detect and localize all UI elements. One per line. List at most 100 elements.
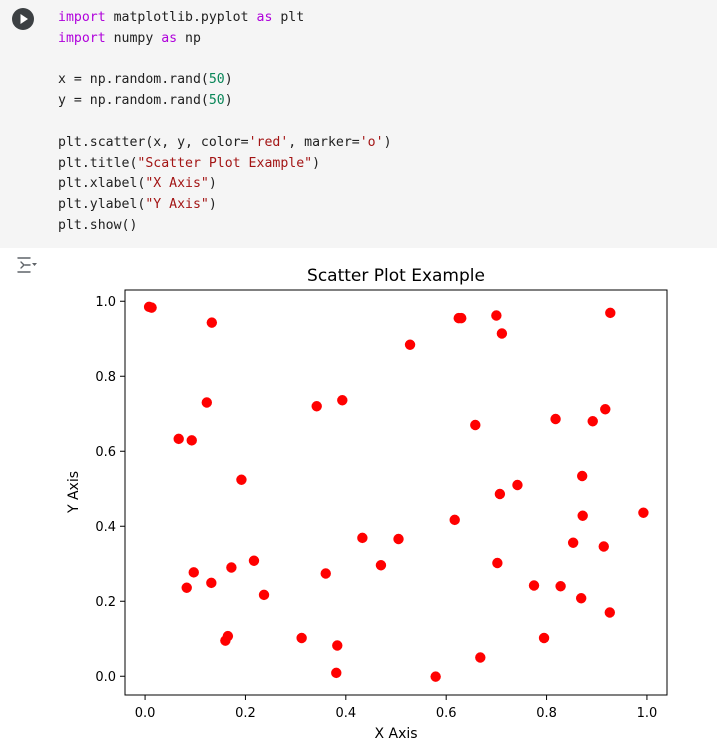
code-token: import xyxy=(58,30,106,46)
code-line: x = np.random.rand(50) xyxy=(58,70,392,91)
code-editor[interactable]: import matplotlib.pyplot as plt import nu… xyxy=(58,8,392,237)
scatter-point xyxy=(337,395,348,406)
scatter-point xyxy=(404,339,416,350)
code-token: plt.show() xyxy=(58,217,138,233)
scatter-point xyxy=(600,404,611,415)
scatter-point xyxy=(598,541,609,552)
code-token: , marker= xyxy=(288,134,360,150)
code-token: import xyxy=(58,10,106,25)
plot-area xyxy=(124,289,668,696)
x-tick-label: 0.8 xyxy=(536,706,557,721)
code-token: ) xyxy=(224,93,233,109)
scatter-point xyxy=(173,433,184,445)
code-token: plt xyxy=(272,10,305,25)
scatter-point xyxy=(605,307,616,319)
scatter-point xyxy=(296,632,307,644)
scatter-point xyxy=(357,532,368,544)
scatter-point xyxy=(475,652,486,663)
scatter-point xyxy=(555,581,566,592)
scatter-point xyxy=(206,577,217,589)
code-token: ) xyxy=(208,197,217,213)
play-icon xyxy=(20,14,28,24)
x-axis-label: X Axis xyxy=(374,726,417,742)
x-tick-label: 0.4 xyxy=(335,706,356,721)
x-tick-label: 0.2 xyxy=(235,706,256,721)
scatter-point xyxy=(258,589,270,601)
code-token: "Y Axis" xyxy=(145,197,209,213)
scatter-point xyxy=(332,640,343,651)
code-token: plt.title( xyxy=(58,155,138,171)
code-token: ) xyxy=(383,134,392,150)
code-line: plt.scatter(x, y, color='red', marker='o… xyxy=(58,133,392,154)
scatter-point xyxy=(567,537,579,548)
x-ticks: 0.0 0.2 0.4 0.6 0.8 1.0 xyxy=(135,695,657,721)
code-token: ) xyxy=(312,155,321,171)
scatter-point xyxy=(496,328,508,339)
scatter-point xyxy=(320,568,331,579)
scatter-point xyxy=(492,557,503,569)
y-tick-label: 0.4 xyxy=(95,520,116,535)
x-tick-label: 0.0 xyxy=(135,706,156,721)
code-cell[interactable]: import matplotlib.pyplot as plt import nu… xyxy=(0,0,717,248)
scatter-point xyxy=(587,416,598,427)
code-token: x = np.random.rand( xyxy=(58,72,209,88)
run-cell-button[interactable] xyxy=(12,8,34,30)
scatter-point xyxy=(456,312,467,324)
scatter-point xyxy=(226,562,237,573)
scatter-point xyxy=(575,593,587,604)
code-token: "X Axis" xyxy=(145,176,209,192)
scatter-point xyxy=(470,419,481,431)
scatter-point xyxy=(449,514,460,526)
y-tick-label: 1.0 xyxy=(95,295,116,310)
scatter-point xyxy=(188,567,199,578)
scatter-point xyxy=(538,632,550,644)
code-token: y = np.random.rand( xyxy=(58,93,209,109)
scatter-point xyxy=(512,479,523,491)
output-settings-icon xyxy=(17,257,37,273)
code-token: np xyxy=(177,30,201,46)
x-tick-label: 0.6 xyxy=(436,706,457,721)
scatter-point xyxy=(311,401,322,412)
scatter-point xyxy=(186,435,197,446)
code-token: as xyxy=(161,30,178,46)
scatter-point xyxy=(201,397,213,408)
code-line: import numpy as np xyxy=(58,29,392,50)
scatter-chart: 0.0 0.2 0.4 0.6 0.8 1.0 0.0 0.2 0.4 0.6 0.8 1.0 Sc… xyxy=(66,266,668,742)
scatter-point xyxy=(220,635,231,646)
code-token: 'o' xyxy=(359,134,384,150)
code-token: plt.xlabel( xyxy=(58,176,146,192)
scatter-point xyxy=(638,507,649,518)
code-line xyxy=(58,112,392,133)
code-line: plt.show() xyxy=(58,216,392,237)
scatter-point xyxy=(576,470,588,482)
code-token: plt.ylabel( xyxy=(58,197,146,213)
scatter-point xyxy=(577,510,588,521)
output-toggle-button[interactable] xyxy=(16,255,38,275)
code-token: 50 xyxy=(208,72,225,88)
scatter-point xyxy=(248,555,260,566)
code-token: matplotlib.pyplot xyxy=(105,10,257,25)
y-ticks: 0.0 0.2 0.4 0.6 0.8 1.0 xyxy=(95,295,125,685)
code-token: ) xyxy=(208,176,217,192)
code-line: y = np.random.rand(50) xyxy=(58,91,392,112)
scatter-point xyxy=(236,474,247,485)
scatter-point xyxy=(393,533,404,545)
y-tick-label: 0.6 xyxy=(95,445,116,460)
code-line: plt.title("Scatter Plot Example") xyxy=(58,154,392,175)
y-tick-label: 0.2 xyxy=(95,595,116,610)
scatter-point xyxy=(528,580,540,591)
scatter-point xyxy=(146,302,157,313)
scatter-point xyxy=(331,667,342,679)
code-line: import matplotlib.pyplot as plt xyxy=(58,8,392,29)
scatter-point xyxy=(491,310,502,321)
y-tick-label: 0.8 xyxy=(95,370,116,385)
code-token: numpy xyxy=(105,30,162,46)
scatter-point xyxy=(494,488,506,500)
code-token: 'red' xyxy=(248,134,289,150)
scatter-point xyxy=(550,413,561,425)
scatter-point xyxy=(430,671,441,682)
code-line: plt.ylabel("Y Axis") xyxy=(58,195,392,216)
scatter-point xyxy=(181,582,192,593)
scatter-point xyxy=(206,317,218,328)
code-line: plt.xlabel("X Axis") xyxy=(58,174,392,195)
